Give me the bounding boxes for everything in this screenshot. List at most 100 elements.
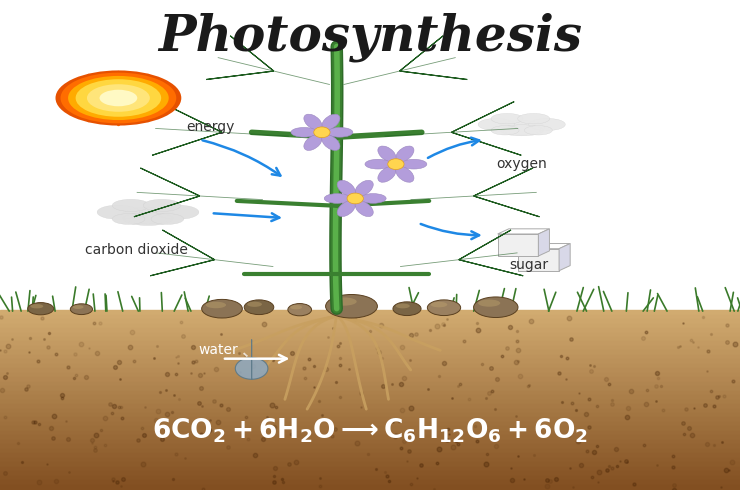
Polygon shape	[559, 244, 570, 270]
Ellipse shape	[428, 300, 460, 316]
Bar	[0, 422, 740, 427]
Ellipse shape	[491, 125, 519, 135]
Ellipse shape	[291, 127, 317, 137]
Bar	[0, 409, 740, 414]
Bar	[0, 413, 740, 418]
Polygon shape	[150, 230, 215, 276]
Text: energy: energy	[186, 121, 235, 134]
Ellipse shape	[528, 119, 565, 131]
Ellipse shape	[112, 199, 149, 212]
Ellipse shape	[30, 304, 44, 308]
Ellipse shape	[201, 299, 243, 318]
Bar	[0, 485, 740, 490]
Bar	[0, 355, 740, 360]
Polygon shape	[497, 229, 549, 234]
Text: carbon dioxide: carbon dioxide	[85, 243, 189, 257]
Ellipse shape	[401, 159, 427, 169]
Ellipse shape	[75, 79, 161, 117]
Bar	[0, 386, 740, 392]
Bar	[0, 417, 740, 423]
Ellipse shape	[99, 90, 138, 106]
Polygon shape	[538, 229, 549, 256]
Bar	[0, 391, 740, 396]
Ellipse shape	[61, 73, 176, 123]
Bar	[0, 400, 740, 405]
Ellipse shape	[68, 76, 169, 120]
Bar	[0, 377, 740, 383]
Bar	[0, 449, 740, 454]
Bar	[0, 373, 740, 378]
Ellipse shape	[498, 120, 545, 135]
Ellipse shape	[474, 297, 518, 318]
Bar	[0, 346, 740, 351]
Ellipse shape	[525, 125, 552, 135]
Ellipse shape	[355, 201, 373, 217]
Ellipse shape	[290, 305, 302, 309]
Bar	[0, 458, 740, 463]
Ellipse shape	[322, 114, 340, 130]
Bar	[0, 453, 740, 459]
Text: sugar: sugar	[510, 258, 548, 271]
Ellipse shape	[396, 167, 414, 182]
Bar	[0, 350, 740, 356]
Bar	[0, 404, 740, 410]
Ellipse shape	[331, 297, 357, 306]
Ellipse shape	[324, 194, 350, 203]
Ellipse shape	[156, 205, 199, 220]
Bar	[0, 444, 740, 450]
Ellipse shape	[304, 135, 322, 150]
Bar	[0, 364, 740, 369]
Polygon shape	[474, 168, 539, 217]
Bar	[0, 342, 740, 347]
Ellipse shape	[206, 302, 226, 308]
Ellipse shape	[337, 201, 355, 217]
Bar	[0, 310, 740, 316]
Ellipse shape	[151, 214, 184, 224]
Bar	[0, 333, 740, 338]
Bar	[0, 315, 740, 320]
Polygon shape	[518, 244, 570, 249]
Ellipse shape	[431, 302, 447, 307]
Polygon shape	[518, 249, 559, 270]
Ellipse shape	[247, 302, 262, 307]
Bar	[0, 328, 740, 334]
Ellipse shape	[378, 167, 396, 182]
Circle shape	[388, 159, 404, 170]
Ellipse shape	[518, 113, 550, 124]
Ellipse shape	[378, 146, 396, 162]
Ellipse shape	[500, 125, 543, 136]
Circle shape	[314, 127, 330, 138]
Polygon shape	[497, 234, 538, 256]
Polygon shape	[134, 168, 200, 217]
Ellipse shape	[112, 214, 145, 224]
Text: oxygen: oxygen	[497, 157, 547, 171]
Bar	[0, 337, 740, 343]
Bar	[0, 382, 740, 387]
Ellipse shape	[365, 159, 391, 169]
Ellipse shape	[478, 299, 500, 307]
Ellipse shape	[73, 305, 84, 309]
Ellipse shape	[97, 205, 140, 220]
Bar	[0, 435, 740, 441]
Ellipse shape	[70, 304, 92, 315]
Ellipse shape	[337, 180, 355, 196]
Ellipse shape	[144, 199, 181, 212]
Text: Photosynthesis: Photosynthesis	[158, 12, 582, 62]
Ellipse shape	[396, 146, 414, 162]
Polygon shape	[235, 340, 268, 379]
Polygon shape	[152, 101, 222, 155]
Bar	[0, 323, 740, 329]
Polygon shape	[400, 36, 467, 79]
Bar	[0, 359, 740, 365]
Ellipse shape	[393, 302, 421, 316]
Ellipse shape	[244, 300, 274, 315]
Bar	[0, 431, 740, 436]
Ellipse shape	[326, 294, 377, 318]
Ellipse shape	[123, 213, 173, 225]
Ellipse shape	[327, 127, 353, 137]
Ellipse shape	[87, 84, 150, 112]
Ellipse shape	[304, 114, 322, 130]
Ellipse shape	[322, 135, 340, 150]
Ellipse shape	[355, 180, 373, 196]
Ellipse shape	[360, 194, 386, 203]
